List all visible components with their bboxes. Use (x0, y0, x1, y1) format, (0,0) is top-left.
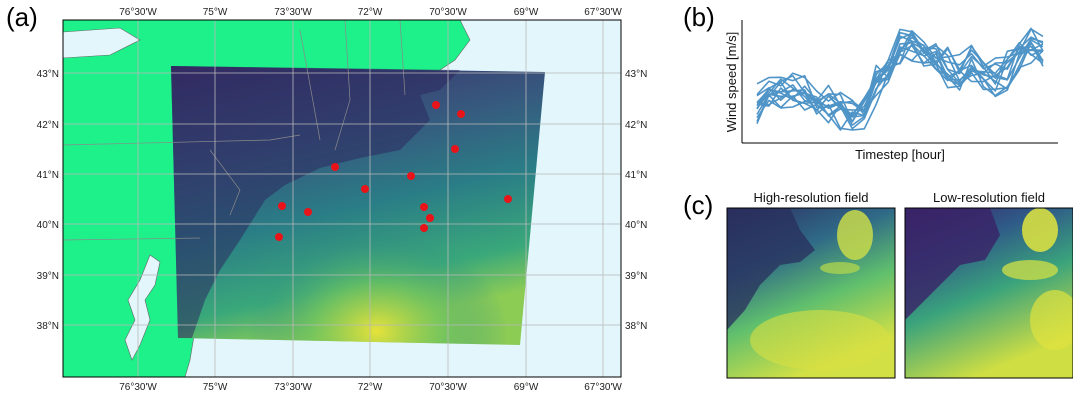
lon-tick-label: 76°30'W (119, 382, 157, 393)
station-marker (451, 145, 459, 153)
lat-tick-label: 40°N (37, 220, 59, 231)
lon-tick-label: 69°W (514, 382, 539, 393)
station-marker (426, 214, 434, 222)
lat-tick-label: 39°N (37, 271, 59, 282)
timeseries-panel: Timestep [hour] Wind speed [m/s] (724, 20, 1058, 162)
lat-tick-label: 38°N (37, 321, 59, 332)
station-marker (275, 233, 283, 241)
state-borders (63, 20, 406, 241)
lon-tick-label: 75°W (203, 382, 228, 393)
lon-tick-label: 73°30'W (274, 7, 312, 18)
station-marker (407, 172, 415, 180)
lake-ontario (63, 27, 141, 59)
lat-tick-label: 39°N (625, 271, 647, 282)
high-res-title: High-resolution field (754, 190, 869, 205)
chesapeake-bay (124, 254, 161, 361)
lon-tick-label: 72°W (358, 382, 383, 393)
lon-tick-label: 67°30'W (584, 382, 622, 393)
fields-panel: High-resolution field Low-resolution fie… (726, 190, 1073, 379)
station-marker (432, 101, 440, 109)
station-marker (278, 202, 286, 210)
lat-tick-label: 43°N (625, 69, 647, 80)
timeseries-lines (756, 27, 1044, 131)
wind-speed-series (756, 36, 1044, 126)
lat-ticks-right: 43°N 42°N 41°N 40°N 39°N 38°N (625, 69, 647, 332)
field-land-shade (171, 66, 460, 338)
lat-tick-label: 41°N (625, 170, 647, 181)
lon-tick-label: 70°30'W (429, 7, 467, 18)
station-marker (420, 203, 428, 211)
lon-ticks-top: 76°30'W 75°W 73°30'W 72°W 70°30'W 69°W 6… (119, 7, 622, 18)
y-axis-label: Wind speed [m/s] (724, 32, 739, 132)
lat-tick-label: 41°N (37, 170, 59, 181)
high-res-field (726, 207, 896, 379)
panel-label-a: (a) (6, 2, 38, 32)
wind-speed-series (756, 44, 1044, 117)
lat-tick-label: 42°N (625, 120, 647, 131)
lon-tick-label: 70°30'W (429, 382, 467, 393)
stations (275, 101, 512, 241)
lat-tick-label: 43°N (37, 69, 59, 80)
low-res-title: Low-resolution field (933, 190, 1045, 205)
x-axis-label: Timestep [hour] (855, 147, 945, 162)
panel-label-c: (c) (683, 190, 714, 220)
lon-ticks-bottom: 76°30'W 75°W 73°30'W 72°W 70°30'W 69°W 6… (119, 382, 622, 393)
station-marker (361, 185, 369, 193)
station-marker (504, 195, 512, 203)
lon-tick-label: 76°30'W (119, 7, 157, 18)
panel-label-b: (b) (683, 2, 715, 32)
lat-tick-label: 38°N (625, 321, 647, 332)
wind-speed-series (756, 31, 1044, 123)
station-marker (304, 208, 312, 216)
map-gridlines (63, 20, 621, 377)
lon-tick-label: 69°W (514, 7, 539, 18)
lat-ticks-left: 43°N 42°N 41°N 40°N 39°N 38°N (37, 69, 59, 332)
wind-speed-series (756, 40, 1044, 131)
lat-tick-label: 40°N (625, 220, 647, 231)
lon-tick-label: 72°W (358, 7, 383, 18)
lon-tick-label: 73°30'W (274, 382, 312, 393)
low-res-field (904, 207, 1073, 379)
station-marker (331, 163, 339, 171)
map-frame (62, 19, 622, 378)
map-panel: 76°30'W 75°W 73°30'W 72°W 70°30'W 69°W 6… (37, 7, 648, 393)
lat-tick-label: 42°N (37, 120, 59, 131)
wind-speed-series (756, 31, 1044, 111)
lon-tick-label: 67°30'W (584, 7, 622, 18)
lon-tick-label: 75°W (203, 7, 228, 18)
station-marker (457, 110, 465, 118)
station-marker (420, 224, 428, 232)
